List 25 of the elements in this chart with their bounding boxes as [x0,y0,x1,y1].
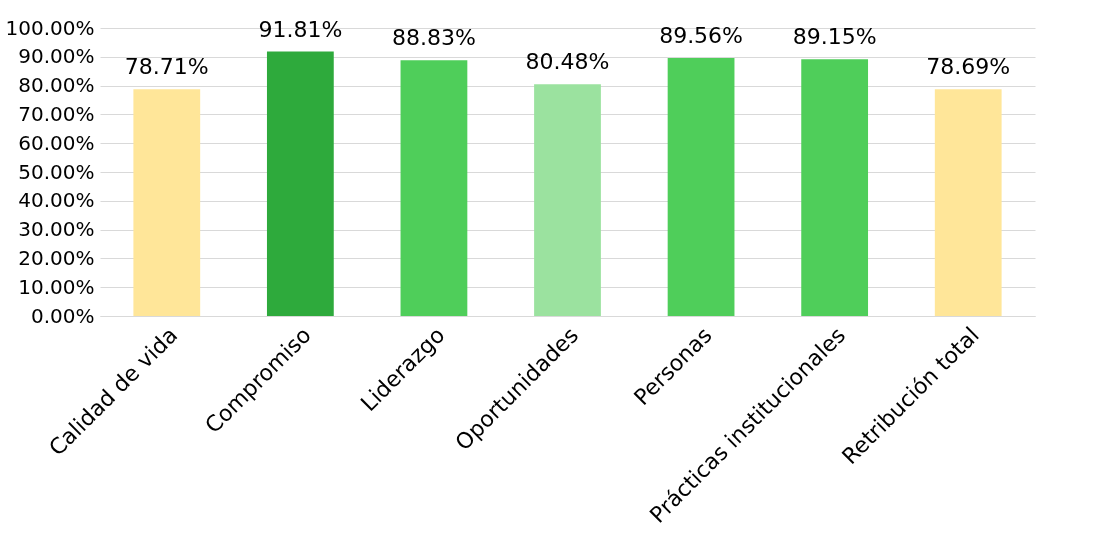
data-label: 80.48% [525,49,610,75]
y-tick-label: 10.00% [18,274,95,299]
y-tick-label: 20.00% [18,245,95,270]
data-label: 78.69% [926,54,1011,80]
y-tick-label: 100.00% [5,15,95,40]
bar [534,84,601,316]
y-tick-label: 80.00% [18,73,95,98]
y-tick-label: 70.00% [18,101,95,126]
bar [400,60,468,316]
bar [133,89,201,316]
y-tick-label: 0.00% [30,303,95,328]
y-tick-label: 90.00% [18,44,95,69]
bar [667,58,735,316]
y-tick-label: 60.00% [18,130,95,155]
y-tick-label: 40.00% [18,188,95,213]
y-tick-label: 50.00% [18,159,95,184]
y-tick-label: 30.00% [18,217,95,242]
data-label: 89.56% [659,23,744,49]
bar [801,59,869,316]
data-label: 88.83% [391,25,476,51]
data-label: 91.81% [258,16,343,42]
bar [934,89,1002,316]
data-label: 89.15% [792,24,877,50]
data-label: 78.71% [124,54,209,80]
bar [266,51,334,316]
